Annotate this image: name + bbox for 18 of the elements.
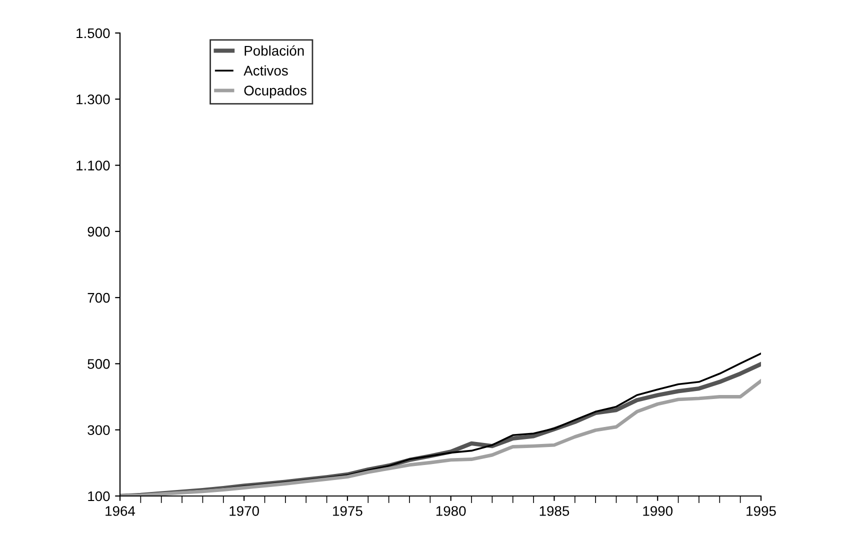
y-tick-label: 300	[88, 425, 110, 436]
y-tick-label: 1.300	[76, 94, 110, 104]
legend-label: Población	[244, 45, 304, 56]
x-tick-label: 1970	[230, 506, 259, 516]
y-tick-label: 700	[88, 292, 110, 303]
legend-label: Ocupados	[244, 85, 306, 98]
x-tick-label: 1995	[746, 506, 776, 516]
y-tick-label: 900	[88, 226, 110, 237]
x-tick-label: 1990	[643, 506, 673, 516]
x-tick-label: 1964	[106, 506, 136, 516]
x-tick-label: 1975	[333, 506, 362, 516]
y-tick-label: 1.100	[76, 160, 110, 170]
x-tick-label: 1985	[540, 506, 570, 516]
y-tick-label: 500	[88, 359, 110, 369]
y-tick-label: 100	[88, 491, 110, 502]
x-tick-label: 1980	[436, 506, 466, 516]
y-tick-label: 1.500	[76, 28, 110, 38]
legend-label: Activos	[244, 65, 288, 76]
